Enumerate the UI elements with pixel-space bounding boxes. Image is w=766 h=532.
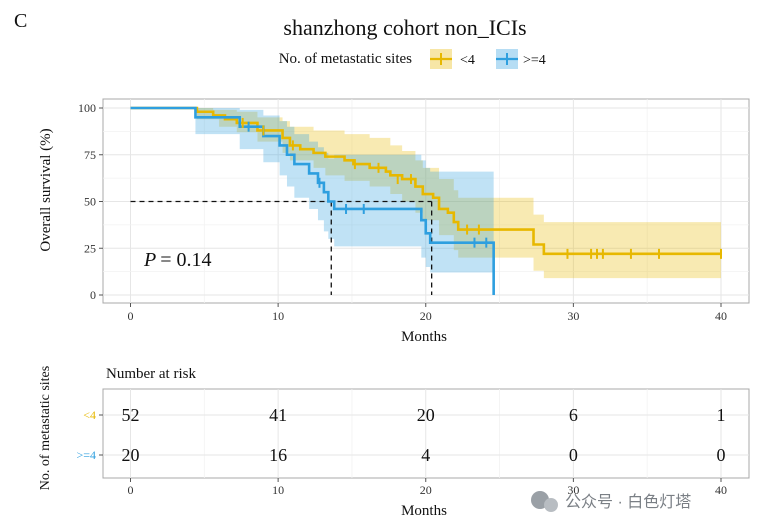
km-x-axis-label: Months — [401, 329, 447, 345]
km-xtick-label: 10 — [272, 309, 284, 323]
watermark-text: 公众号 · 白色灯塔 — [565, 493, 691, 511]
risk-row-label-lt4: <4 — [83, 408, 96, 422]
risk-row-label-ge4: >=4 — [76, 448, 96, 462]
risk-gridlines — [103, 389, 749, 478]
legend-label-lt4: <4 — [460, 53, 475, 68]
risk-cell: 6 — [569, 405, 578, 425]
risk-cell: 16 — [269, 445, 287, 465]
km-axis-ticks: 0 25 50 75 100 0 10 20 30 40 — [78, 101, 727, 323]
risk-cell: 20 — [122, 445, 140, 465]
risk-xtick-label: 30 — [567, 483, 579, 497]
km-xtick-label: 0 — [128, 309, 134, 323]
risk-cell: 52 — [122, 405, 140, 425]
p-value: P = 0.14 — [143, 249, 212, 271]
risk-cell: 0 — [717, 445, 726, 465]
p-value-text: = 0.14 — [160, 249, 211, 271]
km-xtick-label: 40 — [715, 309, 727, 323]
risk-cell: 41 — [269, 405, 287, 425]
legend-key-ge4 — [496, 49, 518, 69]
legend-label-ge4: >=4 — [523, 53, 546, 68]
watermark: 公众号 · 白色灯塔 — [531, 491, 691, 512]
wechat-icon-bubble — [544, 498, 558, 512]
ci-band-ge4 — [130, 108, 494, 273]
km-ytick-label: 100 — [78, 101, 96, 115]
risk-cell: 0 — [569, 445, 578, 465]
km-ytick-label: 25 — [84, 241, 96, 255]
km-xtick-label: 20 — [420, 309, 432, 323]
risk-y-axis-label: No. of metastatic sites — [38, 366, 53, 490]
legend-title: No. of metastatic sites — [279, 51, 412, 67]
risk-axis-ticks: <4>=40 10 20 30 40 — [76, 408, 727, 497]
risk-xtick-label: 40 — [715, 483, 727, 497]
risk-x-axis-label: Months — [401, 503, 447, 519]
km-xtick-label: 30 — [567, 309, 579, 323]
p-symbol: P — [143, 249, 156, 271]
legend-key-lt4 — [430, 49, 452, 69]
risk-xtick-label: 0 — [128, 483, 134, 497]
risk-xtick-label: 10 — [272, 483, 284, 497]
survival-curve-lt4 — [130, 106, 721, 256]
risk-table-cells: 52 41 20 6 1 20 16 4 0 0 — [122, 405, 726, 465]
risk-cell: 20 — [417, 405, 435, 425]
chart-title: shanzhong cohort non_ICIs — [283, 15, 526, 40]
risk-xtick-label: 20 — [420, 483, 432, 497]
risk-cell: 4 — [421, 445, 430, 465]
km-median-lines — [130, 200, 433, 295]
risk-cell: 1 — [717, 405, 726, 425]
km-ytick-label: 0 — [90, 288, 96, 302]
panel-label: C — [14, 10, 28, 32]
km-y-axis-label: Overall survival (%) — [38, 128, 54, 251]
km-ytick-label: 75 — [84, 148, 96, 162]
km-ytick-label: 50 — [84, 195, 96, 209]
risk-table-title: Number at risk — [106, 366, 196, 382]
km-censor-marks — [241, 117, 722, 259]
